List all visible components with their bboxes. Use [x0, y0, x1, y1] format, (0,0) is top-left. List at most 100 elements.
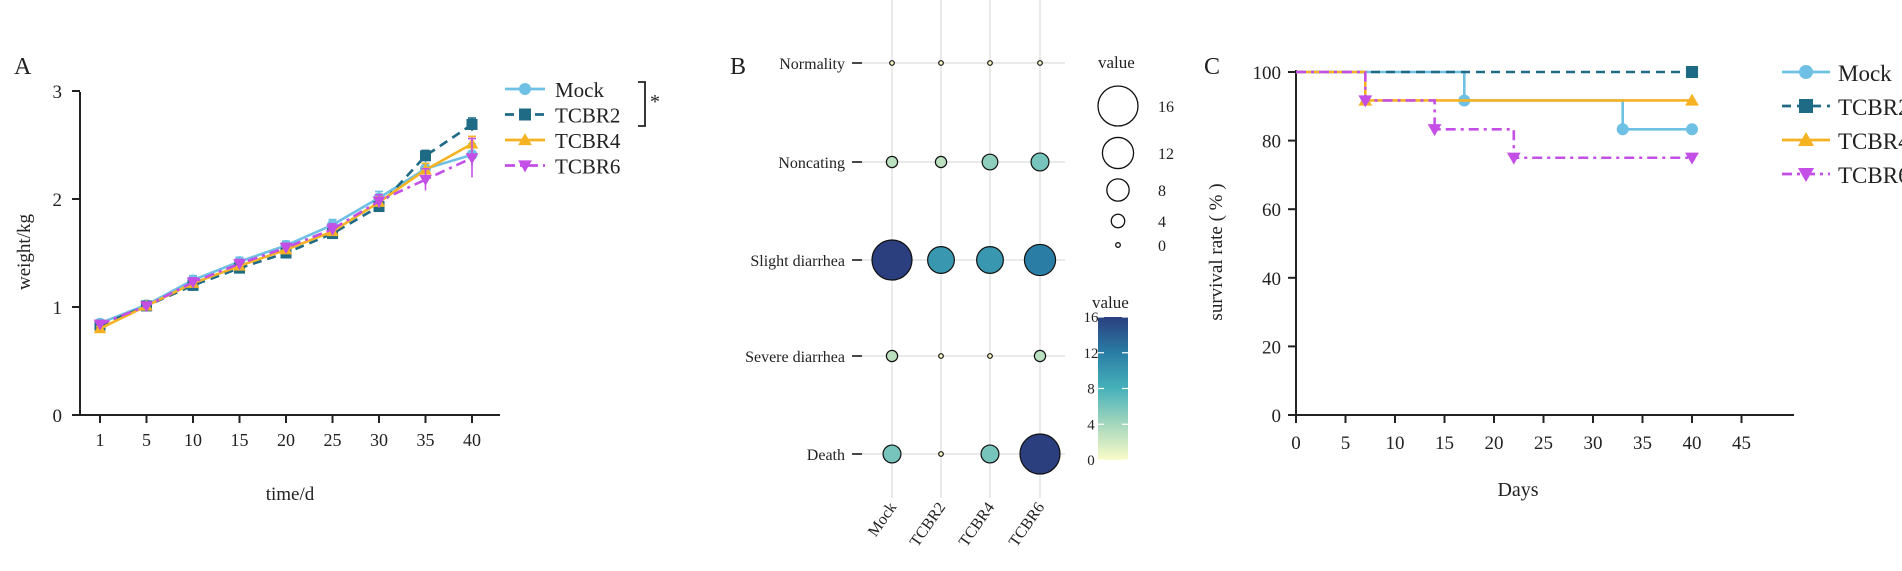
- x-tick-label: 0: [1291, 433, 1301, 454]
- legend-marker: [519, 83, 531, 95]
- x-tick-label: 10: [1386, 433, 1405, 454]
- data-point: [1686, 123, 1698, 136]
- panel-c-label: C: [1204, 54, 1220, 80]
- legend-marker: [1797, 131, 1815, 146]
- x-tick-label: 15: [231, 430, 249, 450]
- series-mock: [1296, 70, 1698, 136]
- legend-marker: [1799, 99, 1813, 113]
- data-point: [1686, 66, 1698, 78]
- bubble-slight-diarrhea-tcbr4: [976, 246, 1004, 274]
- size-legend-label: 0: [1158, 238, 1166, 255]
- legend-marker: [519, 108, 531, 121]
- panel-a-significance-bracket: [638, 81, 646, 127]
- size-legend-circle: [1110, 213, 1126, 229]
- panel-b-label: B: [730, 54, 746, 80]
- bubble-noncating-mock: [885, 155, 899, 169]
- bubble-death-tcbr6: [1019, 433, 1061, 475]
- data-point: [233, 259, 246, 271]
- x-tick-label: 5: [142, 430, 151, 450]
- x-tick-label: 10: [184, 430, 202, 450]
- size-legend-circle: [1101, 136, 1135, 170]
- data-point: [326, 224, 339, 236]
- panel-b-column-labels: Mock TCBR2 TCBR4 TCBR6: [865, 500, 1048, 551]
- row-label-normality: Normality: [779, 56, 845, 73]
- series-line: [99, 142, 473, 330]
- bubble-noncating-tcbr6: [1030, 152, 1050, 172]
- x-tick-label: 35: [417, 430, 435, 450]
- x-tick-label: 25: [324, 430, 342, 450]
- row-label-death: Death: [807, 447, 845, 464]
- step-line: [1296, 70, 1692, 102]
- legend-item-tcbr6: TCBR6: [505, 155, 620, 179]
- data-point: [1685, 93, 1699, 106]
- panel-c-y-axis-title: survival rate ( % ): [1206, 183, 1227, 320]
- size-legend-circle: [1097, 85, 1139, 127]
- legend-label: TCBR6: [1838, 163, 1902, 188]
- bubble-severe-diarrhea-tcbr4: [987, 353, 993, 359]
- size-legend-circle: [1115, 242, 1121, 248]
- series-line: [99, 123, 473, 327]
- panel-b-bubble-chart: B Normality Noncating Slight diarrhea Sever…: [730, 0, 1174, 550]
- legend-marker: [518, 160, 532, 173]
- colorbar-tick-label: 12: [1084, 346, 1099, 362]
- size-legend-label: 4: [1158, 214, 1166, 231]
- bubble-slight-diarrhea-tcbr6: [1023, 243, 1057, 277]
- legend-label: TCBR4: [555, 129, 621, 153]
- x-tick-label: 15: [1435, 433, 1454, 454]
- bubble-normality-tcbr4: [987, 60, 993, 66]
- panel-a-x-ticks: 1 5 10 15 20 25 30 35 40: [96, 415, 481, 450]
- bubble-noncating-tcbr4: [981, 153, 999, 171]
- panel-a-significance-marker: *: [650, 91, 660, 113]
- column-label-mock: Mock: [865, 500, 900, 540]
- row-label-noncating: Noncating: [778, 155, 845, 172]
- panel-c-x-axis-title: Days: [1497, 479, 1538, 501]
- y-tick-label: 0: [53, 406, 63, 427]
- y-tick-label: 40: [1262, 269, 1281, 290]
- panel-a-series: [93, 117, 479, 334]
- row-label-slight-diarrhea: Slight diarrhea: [750, 253, 845, 270]
- bubble-death-tcbr2: [938, 451, 944, 457]
- panel-c-legend: Mock TCBR2 TCBR4 TCBR6: [1782, 61, 1902, 188]
- x-tick-label: 30: [1584, 433, 1603, 454]
- legend-marker: [518, 133, 532, 146]
- bubble-severe-diarrhea-tcbr6: [1033, 349, 1047, 363]
- column-label-tcbr6: TCBR6: [1006, 500, 1048, 551]
- series-tcbr4: [1296, 70, 1699, 106]
- y-tick-label: 2: [53, 190, 63, 211]
- colorbar-tick-label: 4: [1087, 417, 1095, 433]
- colorbar-tick-label: 16: [1084, 310, 1100, 326]
- row-label-severe-diarrhea: Severe diarrhea: [745, 349, 845, 366]
- data-point: [420, 150, 431, 162]
- panel-c-x-ticks: 0 5 10 15 20 25 30 35 40 45: [1291, 415, 1751, 454]
- series-tcbr2: [94, 117, 478, 331]
- panel-a-x-axis-title: time/d: [266, 484, 315, 505]
- legend-item-mock: Mock: [505, 78, 604, 102]
- y-tick-label: 100: [1253, 63, 1282, 84]
- data-point: [1358, 95, 1373, 108]
- x-tick-label: 45: [1732, 433, 1751, 454]
- bubble-noncating-tcbr2: [934, 155, 948, 169]
- series-tcbr6: [1296, 70, 1699, 165]
- series-tcbr6: [93, 137, 479, 331]
- y-tick-label: 3: [53, 82, 63, 103]
- y-tick-label: 1: [53, 298, 63, 319]
- legend-item-tcbr2: TCBR2: [1782, 95, 1902, 120]
- legend-item-tcbr2: TCBR2: [505, 104, 620, 128]
- legend-label: Mock: [555, 78, 604, 102]
- panel-b-color-legend: value 16 12 8 4 0: [1084, 293, 1129, 469]
- colorbar-tick-label: 8: [1087, 382, 1095, 398]
- column-label-tcbr4: TCBR4: [956, 500, 998, 551]
- data-point: [1506, 152, 1521, 165]
- y-tick-label: 0: [1272, 406, 1282, 427]
- data-point: [93, 319, 107, 331]
- x-tick-label: 20: [1485, 433, 1504, 454]
- y-tick-label: 80: [1262, 132, 1281, 153]
- x-tick-label: 25: [1534, 433, 1553, 454]
- y-tick-label: 60: [1262, 200, 1281, 221]
- legend-label: TCBR2: [555, 104, 620, 128]
- size-legend-circle: [1106, 178, 1130, 202]
- legend-item-tcbr6: TCBR6: [1782, 163, 1902, 188]
- data-point: [1427, 124, 1442, 137]
